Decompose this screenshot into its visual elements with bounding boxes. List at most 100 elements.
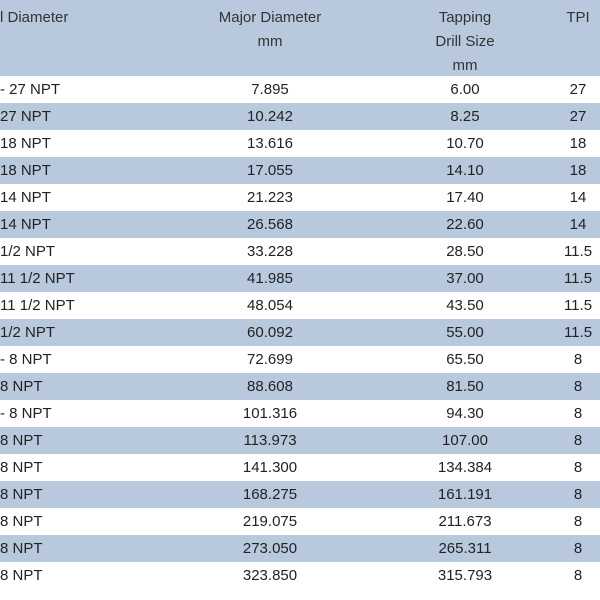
cell-tpi: 8 [573, 432, 583, 449]
cell-major-diameter: 72.699 [247, 351, 293, 368]
cell-tpi: 11.5 [563, 243, 593, 260]
cell-tpi: 27 [569, 108, 587, 125]
cell-pipe-size: - 27 NPT [0, 81, 61, 98]
cell-tapping-drill-size: 10.70 [446, 135, 484, 152]
table-row: 18 NPT 13.616 10.70 18 [0, 130, 600, 157]
cell-tpi: 18 [569, 135, 587, 152]
table-row: 1/2 NPT 33.228 28.50 11.5 [0, 238, 600, 265]
header-major-diameter: Major Diameter mm [190, 6, 350, 54]
cell-major-diameter: 10.242 [247, 108, 293, 125]
header-nominal-label: l Diameter [0, 9, 69, 26]
cell-tapping-drill-size: 107.00 [442, 432, 488, 449]
cell-tpi: 8 [573, 459, 583, 476]
header-tpi-label: TPI [566, 9, 590, 26]
cell-tapping-drill-size: 8.25 [450, 108, 480, 125]
cell-pipe-size: - 8 NPT [0, 351, 52, 368]
header-major-unit: mm [257, 33, 283, 50]
cell-pipe-size: 1/2 NPT [0, 243, 56, 260]
cell-tapping-drill-size: 28.50 [446, 243, 484, 260]
cell-tpi: 18 [569, 162, 587, 179]
cell-tapping-drill-size: 81.50 [446, 378, 484, 395]
table-header: l Diameter Major Diameter mm Tapping Dri… [0, 0, 600, 76]
cell-tpi: 11.5 [563, 297, 593, 314]
table-row: 8 NPT 88.608 81.50 8 [0, 373, 600, 400]
cell-pipe-size: 14 NPT [0, 189, 51, 206]
header-tpi: TPI [556, 6, 600, 30]
cell-major-diameter: 41.985 [247, 270, 293, 287]
table-row: 14 NPT 21.223 17.40 14 [0, 184, 600, 211]
header-major-label: Major Diameter [218, 9, 322, 26]
cell-tpi: 8 [573, 351, 583, 368]
header-nominal-diameter: l Diameter [0, 6, 68, 30]
header-tap-label-1: Tapping [438, 9, 492, 26]
cell-tapping-drill-size: 55.00 [446, 324, 484, 341]
cell-major-diameter: 48.054 [247, 297, 293, 314]
table-row: 8 NPT 141.300 134.384 8 [0, 454, 600, 481]
cell-tapping-drill-size: 211.673 [438, 513, 492, 530]
cell-pipe-size: 27 NPT [0, 108, 51, 125]
cell-major-diameter: 60.092 [247, 324, 293, 341]
table-row: 14 NPT 26.568 22.60 14 [0, 211, 600, 238]
header-tap-unit: mm [452, 57, 478, 74]
cell-pipe-size: 8 NPT [0, 567, 43, 584]
cell-tpi: 8 [573, 540, 583, 557]
cell-tpi: 14 [569, 216, 587, 233]
header-tap-label-2: Drill Size [435, 33, 495, 50]
cell-tpi: 8 [573, 405, 583, 422]
cell-major-diameter: 323.850 [242, 567, 298, 584]
cell-pipe-size: 11 1/2 NPT [0, 297, 75, 314]
table-row: - 8 NPT 72.699 65.50 8 [0, 346, 600, 373]
cell-tapping-drill-size: 43.50 [446, 297, 484, 314]
table-row: 18 NPT 17.055 14.10 18 [0, 157, 600, 184]
cell-pipe-size: 8 NPT [0, 432, 43, 449]
table-row: 8 NPT 323.850 315.793 8 [0, 562, 600, 589]
cell-pipe-size: - 8 NPT [0, 405, 52, 422]
cell-major-diameter: 21.223 [247, 189, 293, 206]
cell-major-diameter: 101.316 [242, 405, 298, 422]
cell-tapping-drill-size: 6.00 [450, 81, 480, 98]
cell-tpi: 8 [573, 567, 583, 584]
cell-pipe-size: 18 NPT [0, 135, 51, 152]
cell-tapping-drill-size: 22.60 [446, 216, 484, 233]
cell-tapping-drill-size: 37.00 [446, 270, 484, 287]
cell-pipe-size: 14 NPT [0, 216, 51, 233]
cell-tapping-drill-size: 94.30 [446, 405, 484, 422]
table-row: 8 NPT 168.275 161.191 8 [0, 481, 600, 508]
cell-pipe-size: 18 NPT [0, 162, 51, 179]
cell-tpi: 8 [573, 378, 583, 395]
table-row: 8 NPT 113.973 107.00 8 [0, 427, 600, 454]
cell-pipe-size: 8 NPT [0, 378, 43, 395]
table-row: - 8 NPT 101.316 94.30 8 [0, 400, 600, 427]
table-row: - 27 NPT 7.895 6.00 27 [0, 76, 600, 103]
table-row: 11 1/2 NPT 41.985 37.00 11.5 [0, 265, 600, 292]
cell-major-diameter: 141.300 [242, 459, 298, 476]
header-tapping-drill-size: Tapping Drill Size mm [400, 6, 530, 78]
cell-pipe-size: 11 1/2 NPT [0, 270, 75, 287]
cell-tapping-drill-size: 14.10 [446, 162, 484, 179]
cell-pipe-size: 1/2 NPT [0, 324, 56, 341]
cell-major-diameter: 26.568 [247, 216, 293, 233]
cell-tpi: 11.5 [563, 270, 593, 287]
cell-tpi: 8 [573, 486, 583, 503]
cell-pipe-size: 8 NPT [0, 540, 43, 557]
cell-tpi: 8 [573, 513, 583, 530]
cell-major-diameter: 273.050 [242, 540, 298, 557]
cell-tapping-drill-size: 315.793 [437, 567, 493, 584]
cell-major-diameter: 13.616 [247, 135, 293, 152]
cell-tapping-drill-size: 161.191 [437, 486, 493, 503]
table-row: 8 NPT 219.075 211.673 8 [0, 508, 600, 535]
cell-tpi: 27 [569, 81, 587, 98]
cell-tpi: 11.5 [563, 324, 593, 341]
cell-tapping-drill-size: 65.50 [446, 351, 484, 368]
table-row: 8 NPT 273.050 265.311 8 [0, 535, 600, 562]
table-row: 11 1/2 NPT 48.054 43.50 11.5 [0, 292, 600, 319]
cell-major-diameter: 33.228 [247, 243, 293, 260]
cell-major-diameter: 219.075 [242, 513, 298, 530]
cell-pipe-size: 8 NPT [0, 459, 43, 476]
table-row: 1/2 NPT 60.092 55.00 11.5 [0, 319, 600, 346]
cell-pipe-size: 8 NPT [0, 486, 43, 503]
cell-tapping-drill-size: 134.384 [437, 459, 493, 476]
table-row: 27 NPT 10.242 8.25 27 [0, 103, 600, 130]
cell-tapping-drill-size: 265.311 [438, 540, 492, 557]
